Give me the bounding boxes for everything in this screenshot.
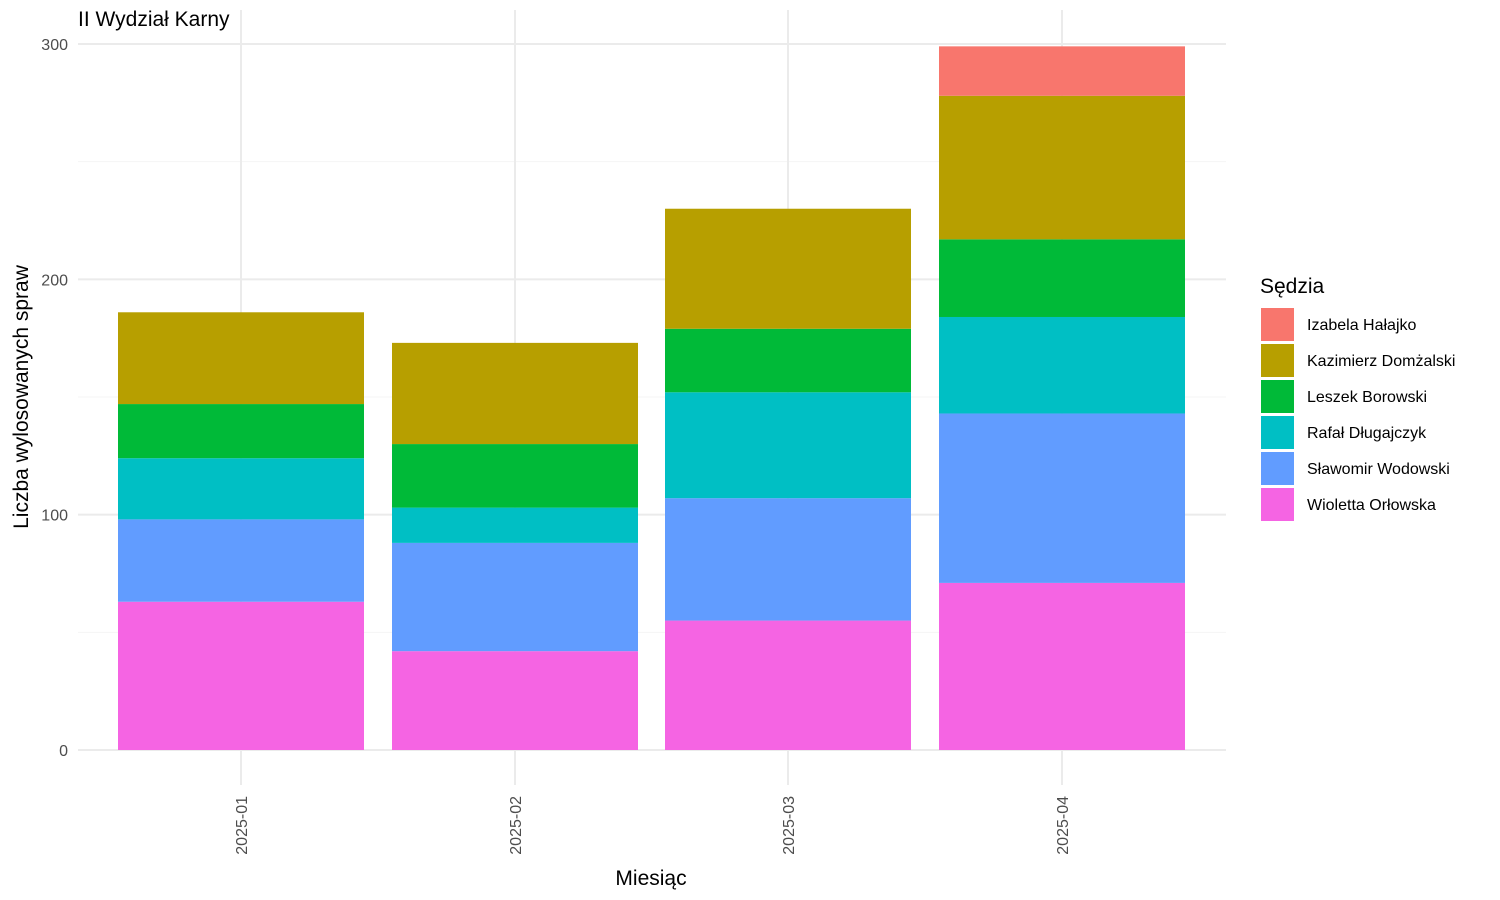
legend-label: Kazimierz Domżalski: [1307, 353, 1455, 370]
bar-segment: [665, 208, 911, 329]
bar-segment: [939, 95, 1185, 240]
x-tick-label: 2025-01: [234, 796, 251, 855]
y-axis-title: Liczba wylosowanych spraw: [10, 264, 33, 529]
y-tick-label: 300: [41, 37, 68, 54]
legend-swatch: [1261, 488, 1294, 521]
bar-segment: [665, 498, 911, 621]
bars: [118, 46, 1185, 750]
legend-swatch: [1261, 380, 1294, 413]
bar-segment: [939, 582, 1185, 750]
x-tick-label: 2025-04: [1055, 796, 1072, 855]
x-axis-title: Miesiąc: [615, 867, 686, 890]
legend-swatch: [1261, 308, 1294, 341]
bar-segment: [118, 601, 364, 750]
chart-title: II Wydział Karny: [78, 8, 230, 31]
bar-segment: [939, 413, 1185, 583]
legend-label: Rafał Długajczyk: [1307, 425, 1427, 442]
bar-segment: [392, 651, 638, 750]
x-tick-label: 2025-03: [781, 796, 798, 855]
y-tick-label: 0: [59, 743, 68, 760]
y-tick-label: 100: [41, 508, 68, 525]
y-tick-label: 200: [41, 272, 68, 289]
legend: Sędzia Izabela Hałajko Kazimierz Domżalsk…: [1260, 275, 1455, 521]
bar-segment: [939, 46, 1185, 96]
legend-swatch: [1261, 416, 1294, 449]
bar-segment: [665, 392, 911, 499]
bar-segment: [118, 458, 364, 520]
bar-segment: [392, 507, 638, 543]
legend-label: Izabela Hałajko: [1307, 317, 1417, 334]
bar-segment: [392, 342, 638, 445]
bar-segment: [118, 312, 364, 405]
y-axis-ticks: 0 100 200 300: [41, 37, 68, 760]
legend-swatch: [1261, 452, 1294, 485]
bar-segment: [665, 620, 911, 750]
bar-segment: [392, 444, 638, 508]
legend-swatch: [1261, 344, 1294, 377]
bar-segment: [939, 239, 1185, 317]
x-axis-ticks: 2025-01 2025-02 2025-03 2025-04: [234, 796, 1072, 855]
legend-label: Leszek Borowski: [1307, 389, 1427, 406]
legend-label: Wioletta Orłowska: [1307, 497, 1436, 514]
bar-segment: [392, 542, 638, 652]
bar-segment: [118, 519, 364, 602]
x-tick-label: 2025-02: [508, 796, 525, 855]
bar-segment: [118, 404, 364, 459]
bar-segment: [939, 316, 1185, 414]
legend-title: Sędzia: [1260, 275, 1325, 298]
legend-label: Sławomir Wodowski: [1307, 461, 1450, 478]
bar-segment: [665, 328, 911, 393]
